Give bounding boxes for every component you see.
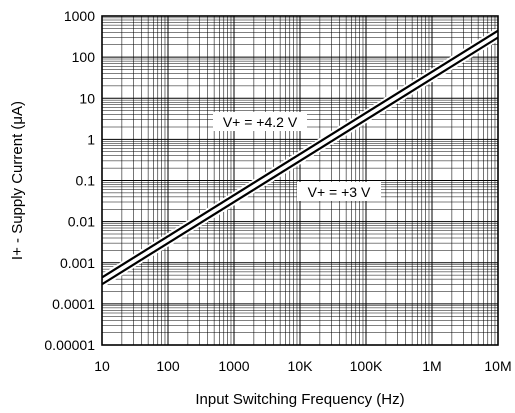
grid-lines [102,16,498,345]
annotation-background [297,182,381,201]
x-tick-label: 1000 [218,358,249,374]
x-tick-label: 10M [484,358,511,374]
x-tick-label: 100 [156,358,180,374]
x-tick-labels: 10 100 1000 10K 100K 1M 10M [94,358,511,374]
annotation-background [213,112,307,131]
y-tick-label: 0.001 [60,255,95,271]
y-tick-label: 1000 [64,8,95,24]
series-line [101,36,499,286]
y-tick-label: 1 [87,131,95,147]
y-axis-title: I+ - Supply Current (μA) [9,101,26,260]
x-axis-title: Input Switching Frequency (Hz) [195,391,404,408]
series-annotation-label: V+ = +3 V [308,184,371,200]
x-tick-label: 1M [422,358,441,374]
y-tick-label: 100 [72,49,96,65]
series-lines [100,28,500,287]
y-tick-label: 0.0001 [52,296,95,312]
x-tick-label: 100K [350,358,383,374]
plot-frame [101,15,499,346]
y-tick-label: 0.00001 [44,337,95,353]
series-line [101,29,499,279]
annotations: V+ = +4.2 V V+ = +3 V [213,112,381,201]
x-tick-label: 10 [94,358,110,374]
y-tick-label: 10 [79,90,95,106]
y-tick-labels: 1000 100 10 1 0.1 0.01 0.001 0.0001 0.00001 [44,8,95,353]
x-tick-label: 10K [288,358,314,374]
series-annotation-label: V+ = +4.2 V [223,114,298,130]
y-tick-label: 0.01 [68,214,95,230]
y-tick-label: 0.1 [76,173,96,189]
